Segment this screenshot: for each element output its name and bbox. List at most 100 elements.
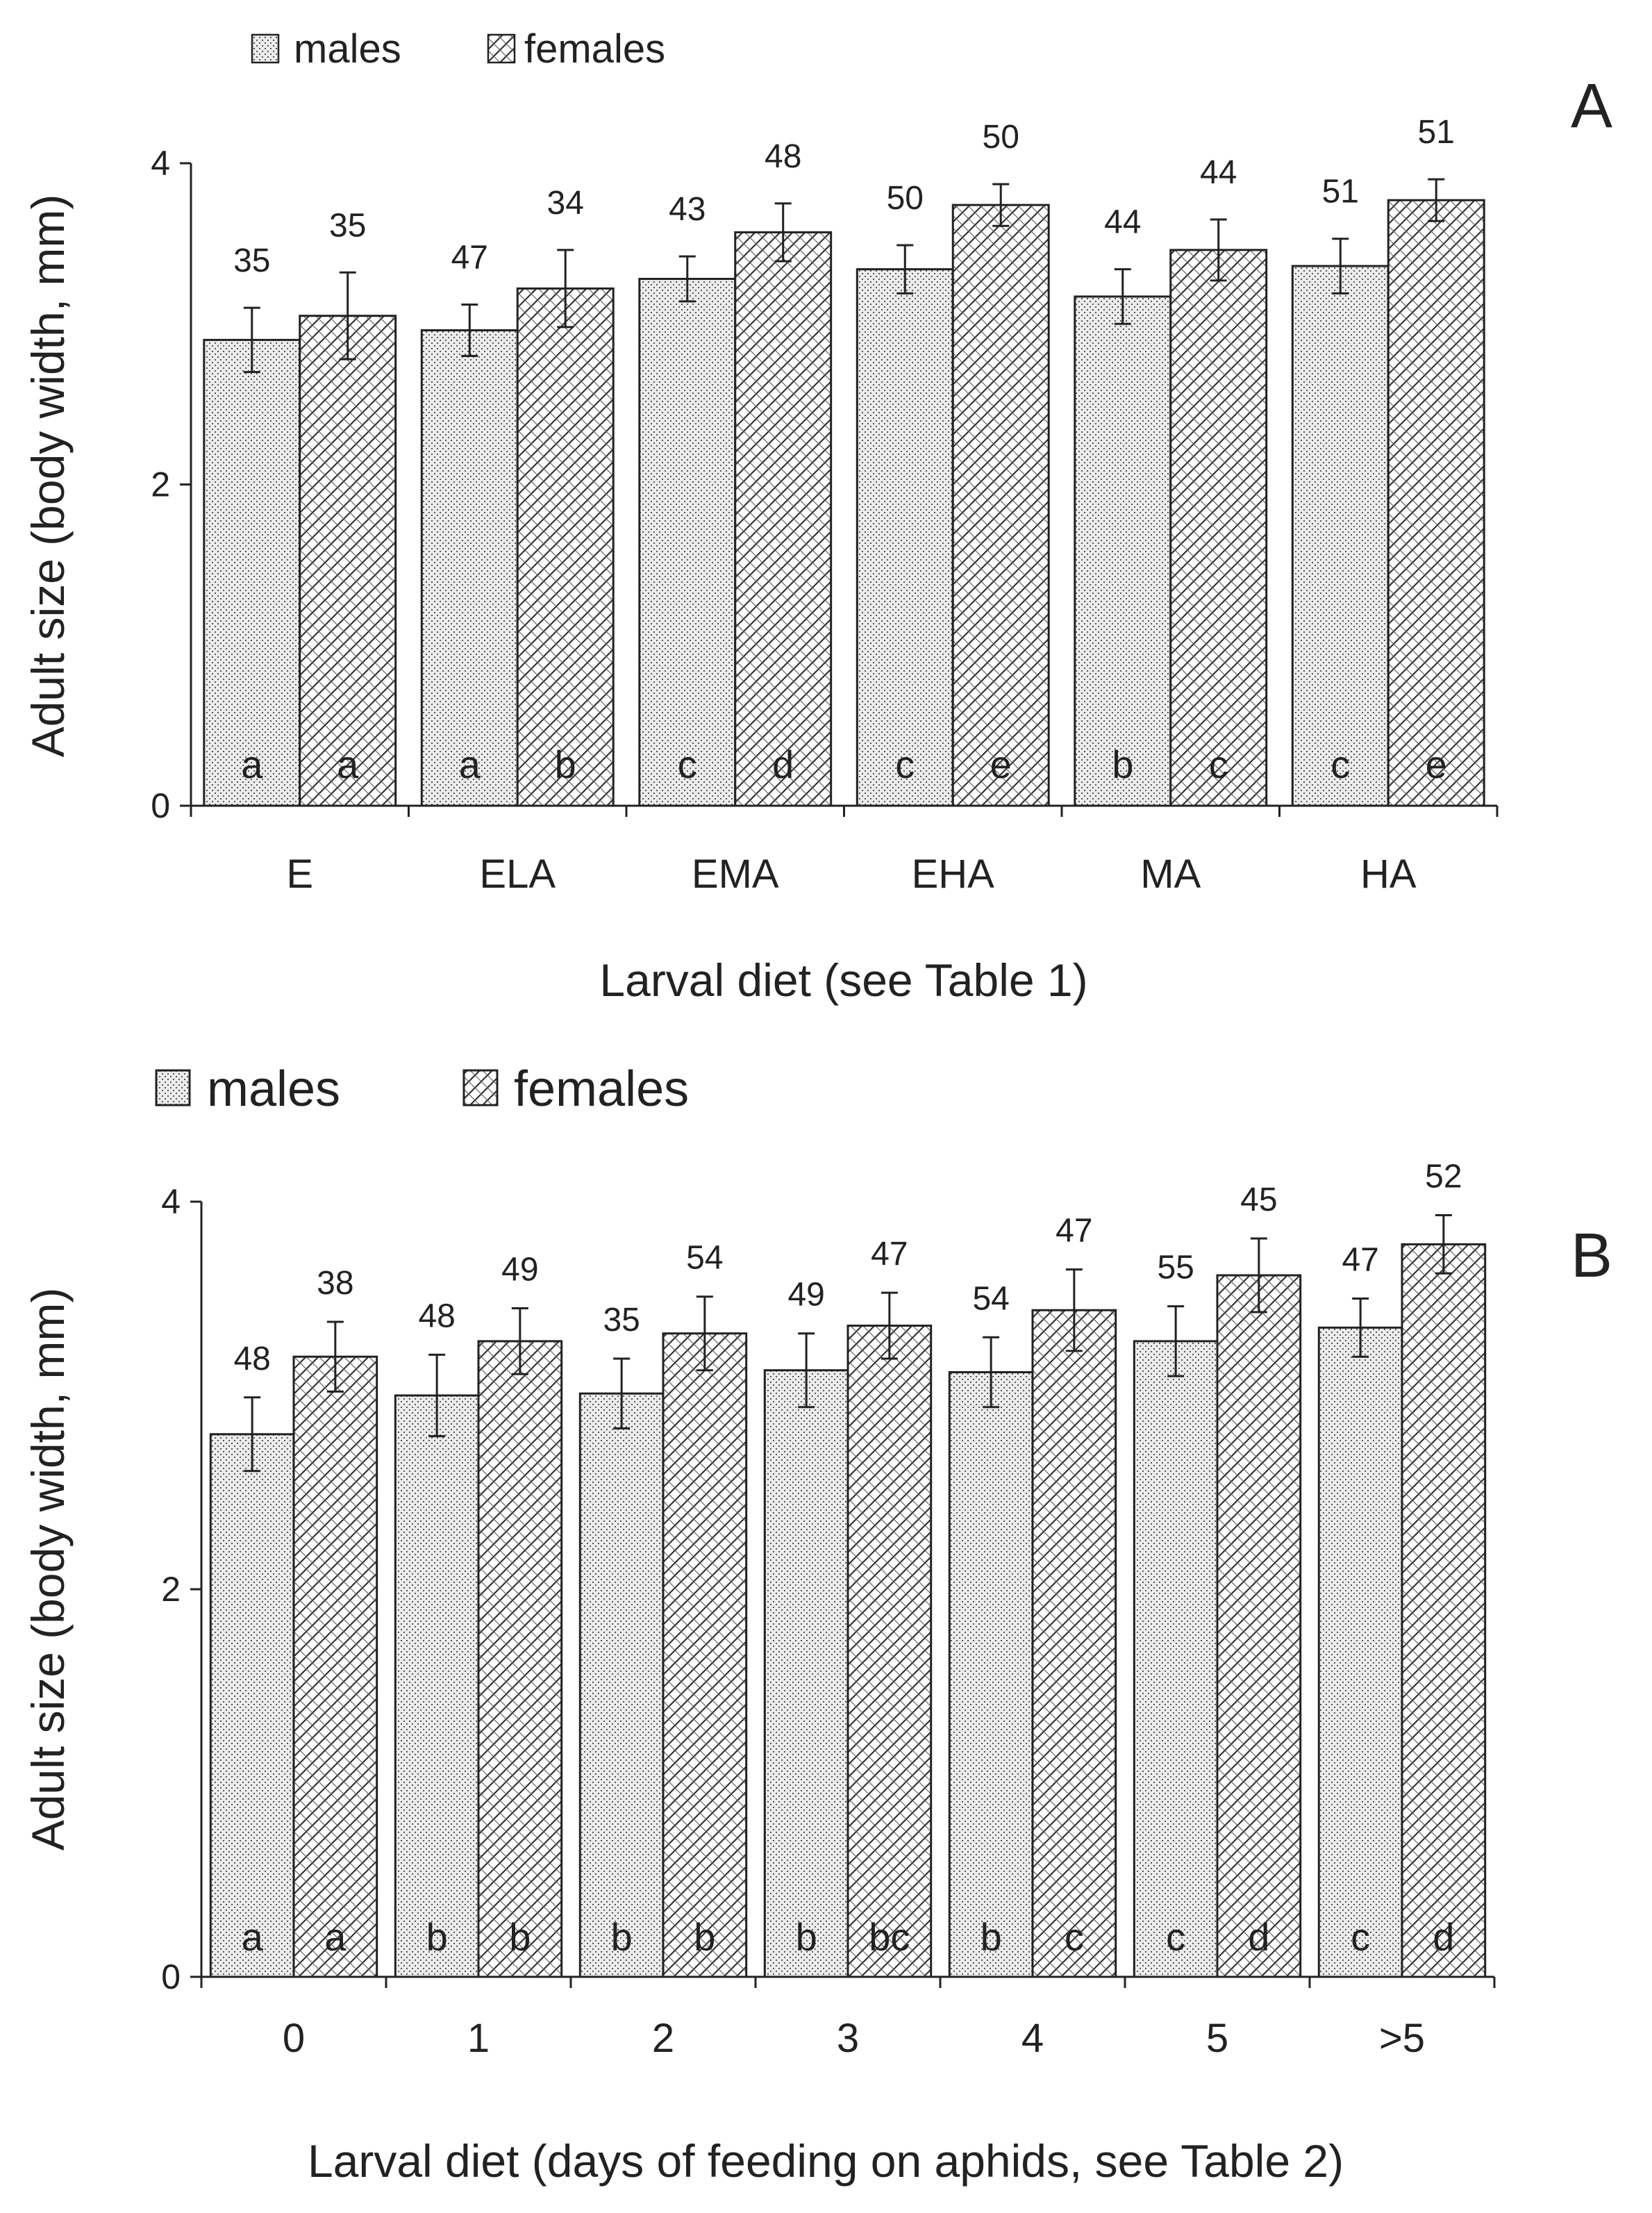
panel-b-bar-males-3	[763, 1369, 849, 1978]
panel-b-bar-males-0	[209, 1433, 295, 1978]
panel-b-category-label-1: 1	[467, 2016, 490, 2061]
panel-a-bar-females-3	[951, 204, 1050, 807]
panel-a-y-tick-label: 4	[151, 144, 170, 183]
panel-a-significance-letter-males-4: b	[1112, 743, 1133, 786]
panel-b-letter: B	[1571, 1221, 1612, 1291]
panel-a-bar-males-3	[856, 268, 954, 807]
panel-a-bar-females-1	[516, 287, 615, 807]
legend-b-females-label: females	[514, 1061, 689, 1117]
panel-b-significance-letter-males-0: a	[242, 1915, 264, 1959]
panel-b-sample-size-females-3: 47	[871, 1236, 908, 1273]
legend-b-males-swatch	[155, 1069, 191, 1106]
panel-a-sample-size-females-1: 34	[547, 185, 584, 222]
panel-b-bar-females-1	[477, 1340, 563, 1978]
panel-b-category-label-5: 5	[1206, 2016, 1228, 2061]
plot-a: 0 2 4 35 a 35 a E 47 a 34 b ELA 43 c 48 d EMA 50 c 50 e EHA 44 b…	[151, 114, 1499, 897]
panel-b-sample-size-males-2: 35	[603, 1302, 640, 1338]
panel-b-sample-size-females-2: 54	[686, 1240, 723, 1277]
legend-a-males-swatch	[251, 33, 280, 64]
panel-b-sample-size-males-1: 48	[418, 1298, 455, 1334]
panel-a-category-label-4: MA	[1140, 852, 1201, 897]
panel-a-y-tick-label: 2	[151, 465, 170, 504]
panel-a-significance-letter-females-3: e	[990, 743, 1012, 786]
panel-a-significance-letter-females-4: c	[1209, 743, 1228, 786]
panel-b-y-tick-label: 2	[161, 1570, 181, 1609]
panel-a-bar-males-5	[1291, 265, 1390, 807]
panel-b-sample-size-males-6: 47	[1342, 1242, 1378, 1279]
panel-a-significance-letter-females-2: d	[772, 743, 794, 786]
panel-a-bar-males-0	[203, 338, 301, 807]
panel-b-sample-size-females-0: 38	[317, 1265, 353, 1302]
panel-a-significance-letter-females-1: b	[555, 743, 576, 786]
panel-a-bar-females-0	[299, 315, 397, 807]
panel-b-sample-size-females-1: 49	[501, 1251, 538, 1288]
panel-a-y-axis-title: Adult size (body width, mm)	[22, 194, 74, 758]
panel-b-bar-males-6	[1317, 1326, 1403, 1978]
panel-a: males females A Adult size (body width, …	[22, 26, 1612, 1006]
plot-b: 02448a38a048b49b135b54b249b47bc354b47c45…	[161, 1159, 1496, 2061]
panel-b-sample-size-females-4: 47	[1056, 1213, 1092, 1250]
panel-b-significance-letter-males-3: b	[796, 1915, 817, 1959]
panel-b-x-axis-title: Larval diet (days of feeding on aphids, …	[308, 2135, 1344, 2187]
panel-a-bar-females-5	[1387, 199, 1485, 807]
panel-b-bar-females-3	[846, 1325, 933, 1978]
legend-b: males females	[155, 1061, 689, 1117]
panel-b-sample-size-males-0: 48	[233, 1341, 270, 1377]
panel-a-bar-males-4	[1074, 295, 1172, 807]
panel-a-significance-letter-males-5: c	[1330, 743, 1350, 786]
panel-a-sample-size-females-4: 44	[1200, 154, 1237, 191]
legend-a: males females	[251, 26, 665, 72]
panel-b-bar-females-6	[1401, 1243, 1487, 1978]
panel-a-significance-letter-males-0: a	[241, 743, 263, 786]
legend-a-females-swatch	[487, 33, 516, 64]
panel-a-bar-females-4	[1169, 249, 1268, 807]
panel-b-significance-letter-females-3: bc	[869, 1915, 910, 1959]
panel-b-sample-size-females-5: 45	[1240, 1182, 1277, 1218]
panel-a-bar-females-2	[734, 231, 833, 807]
panel-a-category-label-3: EHA	[912, 852, 995, 897]
legend-b-males-label: males	[207, 1061, 340, 1117]
panel-a-bar-males-1	[420, 329, 519, 807]
panel-a-bar-males-2	[638, 278, 737, 807]
panel-b-sample-size-females-6: 52	[1425, 1159, 1462, 1195]
panel-b-significance-letter-females-6: d	[1433, 1915, 1454, 1959]
panel-b-significance-letter-females-1: b	[509, 1915, 531, 1959]
panel-b-significance-letter-females-5: d	[1248, 1915, 1269, 1959]
panel-a-sample-size-females-3: 50	[983, 119, 1019, 156]
panel-a-sample-size-females-5: 51	[1418, 114, 1455, 151]
panel-b-significance-letter-females-2: b	[694, 1915, 715, 1959]
panel-a-category-label-0: E	[286, 852, 313, 897]
panel-b: males females B Adult size (body width, …	[22, 1061, 1612, 2187]
panel-a-significance-letter-males-1: a	[459, 743, 481, 786]
panel-b-y-tick-label: 0	[161, 1957, 181, 1996]
panel-a-sample-size-males-4: 44	[1104, 204, 1141, 241]
panel-a-y-tick-label: 0	[151, 786, 170, 825]
panel-a-sample-size-males-1: 47	[451, 240, 488, 276]
panel-a-sample-size-females-2: 48	[765, 138, 801, 175]
panel-a-sample-size-males-2: 43	[669, 191, 706, 228]
panel-b-category-label-3: 3	[837, 2016, 859, 2061]
panel-b-bar-males-5	[1133, 1340, 1219, 1978]
panel-b-significance-letter-females-4: c	[1065, 1915, 1084, 1959]
panel-b-significance-letter-females-0: a	[324, 1915, 347, 1959]
panel-b-sample-size-males-3: 49	[787, 1277, 824, 1313]
panel-b-significance-letter-males-6: c	[1351, 1915, 1370, 1959]
panel-b-sample-size-males-5: 55	[1157, 1250, 1194, 1286]
panel-b-y-tick-label: 4	[161, 1182, 181, 1221]
panel-a-sample-size-males-0: 35	[233, 242, 270, 279]
panel-a-significance-letter-females-0: a	[337, 743, 359, 786]
panel-b-significance-letter-males-1: b	[426, 1915, 448, 1959]
panel-b-bar-females-4	[1031, 1309, 1117, 1978]
legend-b-females-swatch	[462, 1069, 499, 1106]
panel-a-significance-letter-males-2: c	[678, 743, 697, 786]
panel-b-sample-size-males-4: 54	[972, 1280, 1009, 1317]
panel-b-category-label-2: 2	[652, 2016, 674, 2061]
panel-b-significance-letter-males-2: b	[611, 1915, 633, 1959]
panel-b-bar-females-0	[292, 1355, 378, 1978]
panel-b-y-axis-title: Adult size (body width, mm)	[22, 1288, 74, 1851]
panel-b-bar-males-1	[394, 1394, 480, 1978]
panel-a-significance-letter-males-3: c	[895, 743, 915, 786]
panel-b-category-label-0: 0	[283, 2016, 305, 2061]
panel-b-bar-males-2	[578, 1392, 665, 1978]
